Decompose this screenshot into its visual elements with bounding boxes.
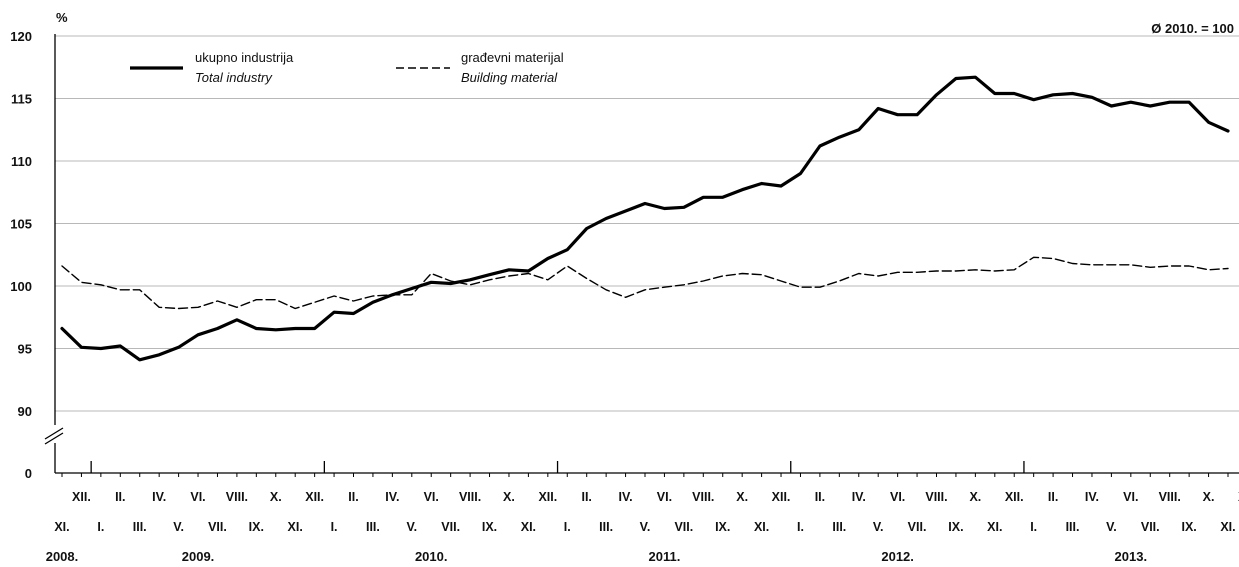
- x-tick-label-month: XII.: [305, 490, 324, 504]
- x-tick-label-month: I.: [797, 520, 804, 534]
- x-tick-label-month: VI.: [190, 490, 205, 504]
- y-tick-label: 95: [18, 342, 32, 357]
- gridlines: [55, 35, 1239, 412]
- x-tick-label-month: III.: [133, 520, 147, 534]
- x-tick-label-month: IV.: [852, 490, 866, 504]
- y-tick-label: 110: [11, 154, 32, 169]
- x-tick-label-month: VIII.: [692, 490, 714, 504]
- y-tick-label: 90: [18, 404, 32, 419]
- y-tick-label: 100: [10, 279, 32, 294]
- x-tick-label-year: 2013.: [1115, 549, 1148, 564]
- x-tick-label-month: VIII.: [1159, 490, 1181, 504]
- x-tick-label-month: X.: [270, 490, 282, 504]
- x-tick-label-month: X.: [969, 490, 981, 504]
- x-tick-label-month: III.: [1066, 520, 1080, 534]
- x-tick-label-month: I.: [331, 520, 338, 534]
- x-tick-label-month: X.: [503, 490, 515, 504]
- x-tick-label-month: VII.: [208, 520, 227, 534]
- x-tick-label-month: VII.: [908, 520, 927, 534]
- x-tick-labels: XI. I. III. V. VII. IX. XI. I. III. V. VII. IX. XI. I…: [46, 490, 1239, 564]
- x-tick-label-month: I.: [564, 520, 571, 534]
- base-index-note: Ø 2010. = 100: [1151, 21, 1234, 36]
- x-tick-label-month: VII.: [441, 520, 460, 534]
- x-tick-label-year: 2011.: [649, 549, 681, 564]
- x-tick-label-month: IX.: [482, 520, 497, 534]
- legend-label-building-material: građevni materijal: [461, 50, 564, 65]
- y-tick-label-zero: 0: [25, 466, 32, 481]
- axis-break-mark: [44, 427, 64, 440]
- x-tick-label-month: I.: [1030, 520, 1037, 534]
- y-tick-label: 115: [11, 92, 32, 107]
- axes: [44, 34, 1239, 477]
- series-line-building-material: [61, 256, 1229, 310]
- x-tick-label-month: II.: [115, 490, 125, 504]
- x-tick-label-month: XI.: [521, 520, 536, 534]
- x-tick-label-month: VI.: [424, 490, 439, 504]
- x-tick-label-month: II.: [348, 490, 358, 504]
- y-axis-unit-label: %: [56, 10, 68, 25]
- x-tick-label-year: 2008.: [46, 549, 79, 564]
- x-tick-label-month: VI.: [890, 490, 905, 504]
- x-tick-label-month: XI.: [987, 520, 1002, 534]
- x-tick-label-month: II.: [1048, 490, 1058, 504]
- x-tick-label-month: IV.: [1085, 490, 1099, 504]
- axis-break-mark: [44, 432, 64, 445]
- x-tick-label-month: XII.: [538, 490, 557, 504]
- x-tick-label-month: VI.: [1123, 490, 1138, 504]
- x-tick-label-month: XI.: [1220, 520, 1235, 534]
- x-tick-label-month: V.: [1106, 520, 1117, 534]
- x-tick-label-month: XI.: [288, 520, 303, 534]
- x-tick-label-month: II.: [581, 490, 591, 504]
- x-tick-label-month: VII.: [1141, 520, 1160, 534]
- x-tick-label-month: II.: [815, 490, 825, 504]
- x-tick-label-month: V.: [173, 520, 184, 534]
- x-tick-label-month: X.: [1203, 490, 1215, 504]
- x-tick-label-month: VI.: [657, 490, 672, 504]
- data-series: [60, 75, 1230, 362]
- x-tick-label-month: I.: [97, 520, 104, 534]
- x-tick-label-month: V.: [640, 520, 651, 534]
- y-tick-labels: 120 115 110 105 100 95 90 0: [10, 29, 32, 481]
- legend: ukupno industrija Total industry građevn…: [130, 50, 564, 85]
- x-tick-label-month: IV.: [385, 490, 399, 504]
- x-tick-label-month: VIII.: [925, 490, 947, 504]
- x-tick-label-month: XII.: [72, 490, 91, 504]
- series-line-total-industry: [60, 75, 1230, 362]
- y-tick-label: 105: [10, 217, 32, 232]
- legend-label-building-material-en: Building material: [461, 70, 558, 85]
- x-tick-label-year: 2010.: [415, 549, 448, 564]
- x-tick-label-month: IX.: [1181, 520, 1196, 534]
- x-tick-label-month: XI.: [54, 520, 69, 534]
- x-tick-label-month: XII.: [772, 490, 791, 504]
- x-tick-label-month: IV.: [152, 490, 166, 504]
- x-tick-label-month: III.: [599, 520, 613, 534]
- y-tick-label: 120: [10, 29, 32, 44]
- x-tick-label-year: 2009.: [182, 549, 215, 564]
- x-tick-label-month: V.: [406, 520, 417, 534]
- legend-label-total-industry: ukupno industrija: [195, 50, 294, 65]
- x-tick-label-month: XI.: [754, 520, 769, 534]
- x-tick-label-year: 2012.: [881, 549, 914, 564]
- x-tick-label-month: IX.: [249, 520, 264, 534]
- legend-label-total-industry-en: Total industry: [195, 70, 273, 85]
- x-tick-label-month: XII.: [1005, 490, 1024, 504]
- x-tick-label-month: VIII.: [459, 490, 481, 504]
- x-tick-label-month: III.: [832, 520, 846, 534]
- x-tick-label-month: V.: [873, 520, 884, 534]
- x-tick-label-month: VII.: [674, 520, 693, 534]
- x-tick-label-month: IX.: [715, 520, 730, 534]
- x-tick-label-month: X.: [736, 490, 748, 504]
- x-tick-label-month: VIII.: [226, 490, 248, 504]
- x-tick-label-month: IX.: [948, 520, 963, 534]
- x-tick-label-month: IV.: [618, 490, 632, 504]
- x-tick-label-month: III.: [366, 520, 380, 534]
